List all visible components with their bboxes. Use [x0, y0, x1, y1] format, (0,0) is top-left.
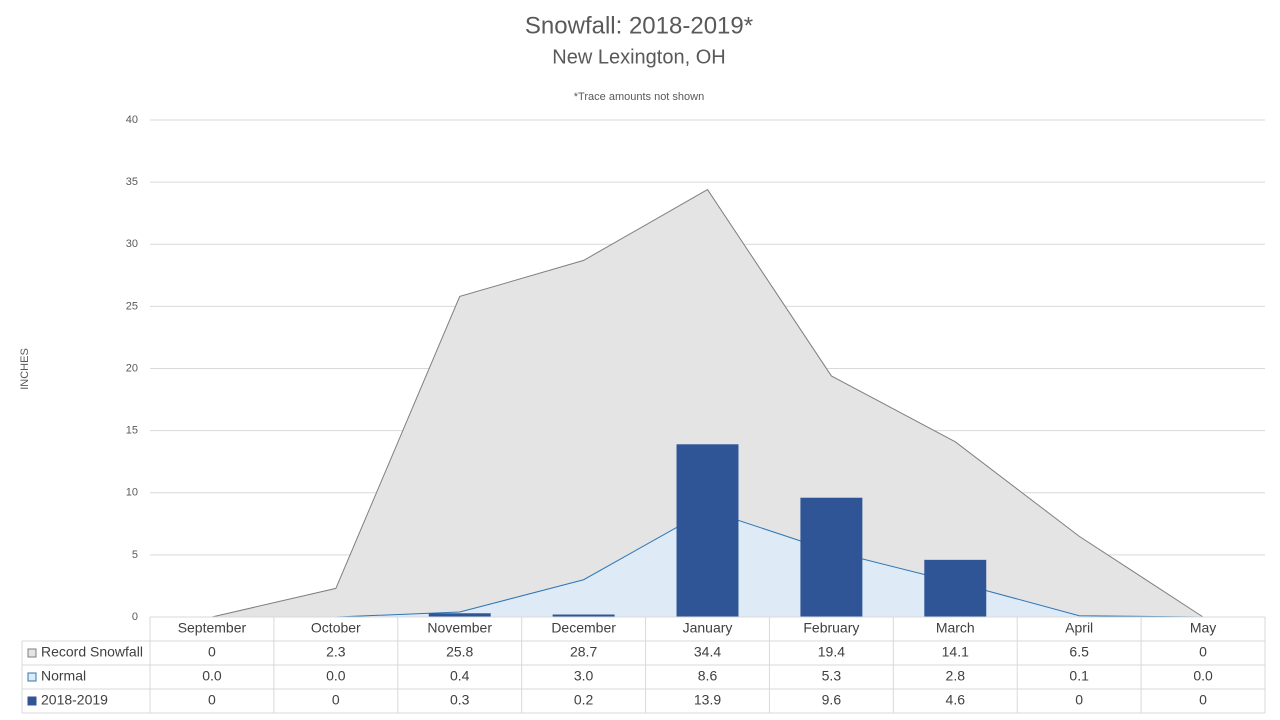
- area-line: [211, 188, 1204, 618]
- table-cell: 0.0: [1193, 668, 1213, 684]
- table-cell: 0: [1075, 692, 1083, 708]
- table-cell: 34.4: [694, 644, 721, 660]
- chart-title: Snowfall: 2018-2019*: [525, 12, 753, 39]
- annotation: *Trace amounts not shown: [574, 91, 704, 103]
- x-tick-label: October: [311, 620, 361, 636]
- y-axis-label: INCHES: [19, 348, 31, 390]
- bar: [552, 614, 615, 617]
- table-cell: 8.6: [698, 668, 718, 684]
- bar: [676, 444, 739, 617]
- table-cell: 19.4: [818, 644, 845, 660]
- x-tick-label: January: [683, 620, 733, 636]
- table-cell: 28.7: [570, 644, 597, 660]
- table-cell: 0: [332, 692, 340, 708]
- table-cell: 0: [208, 692, 216, 708]
- table-cell: 0.2: [574, 692, 594, 708]
- y-tick-label: 40: [126, 114, 138, 126]
- x-tick-label: November: [427, 620, 492, 636]
- x-tick-label: May: [1190, 620, 1216, 636]
- legend-key: [27, 672, 37, 682]
- table-cell: 3.0: [574, 668, 594, 684]
- legend-label: Normal: [41, 668, 86, 684]
- x-tick-label: December: [551, 620, 616, 636]
- table-cell: 0: [1199, 692, 1207, 708]
- table-cell: 9.6: [822, 692, 842, 708]
- bar: [428, 613, 491, 617]
- y-tick-label: 0: [132, 611, 138, 623]
- table-cell: 0: [1199, 644, 1207, 660]
- x-tick-label: April: [1065, 620, 1093, 636]
- table-cell: 4.6: [946, 692, 966, 708]
- table-cell: 0: [208, 644, 216, 660]
- y-tick-label: 10: [126, 487, 138, 499]
- table-cell: 2.8: [946, 668, 966, 684]
- chart-subtitle: New Lexington, OH: [552, 46, 725, 68]
- table-cell: 5.3: [822, 668, 842, 684]
- y-tick-label: 20: [126, 362, 138, 374]
- bar: [924, 559, 987, 617]
- legend-key: [27, 696, 37, 706]
- table-cell: 0.0: [202, 668, 222, 684]
- y-tick-label: 30: [126, 238, 138, 250]
- table-cell: 2.3: [326, 644, 346, 660]
- table-cell: 0.1: [1069, 668, 1089, 684]
- x-tick-label: September: [178, 620, 247, 636]
- legend-label: 2018-2019: [41, 692, 108, 708]
- y-tick-label: 25: [126, 300, 138, 312]
- bar: [800, 497, 863, 617]
- x-tick-label: March: [936, 620, 975, 636]
- y-tick-label: 35: [126, 176, 138, 188]
- table-cell: 0.0: [326, 668, 346, 684]
- table-cell: 14.1: [942, 644, 969, 660]
- legend-label: Record Snowfall: [41, 644, 143, 660]
- table-cell: 25.8: [446, 644, 473, 660]
- y-tick-label: 5: [132, 549, 138, 561]
- y-tick-label: 15: [126, 425, 138, 437]
- table-cell: 6.5: [1069, 644, 1089, 660]
- x-tick-label: February: [803, 620, 859, 636]
- table-cell: 0.4: [450, 668, 470, 684]
- table-cell: 13.9: [694, 692, 721, 708]
- legend-key: [27, 648, 37, 658]
- table-cell: 0.3: [450, 692, 470, 708]
